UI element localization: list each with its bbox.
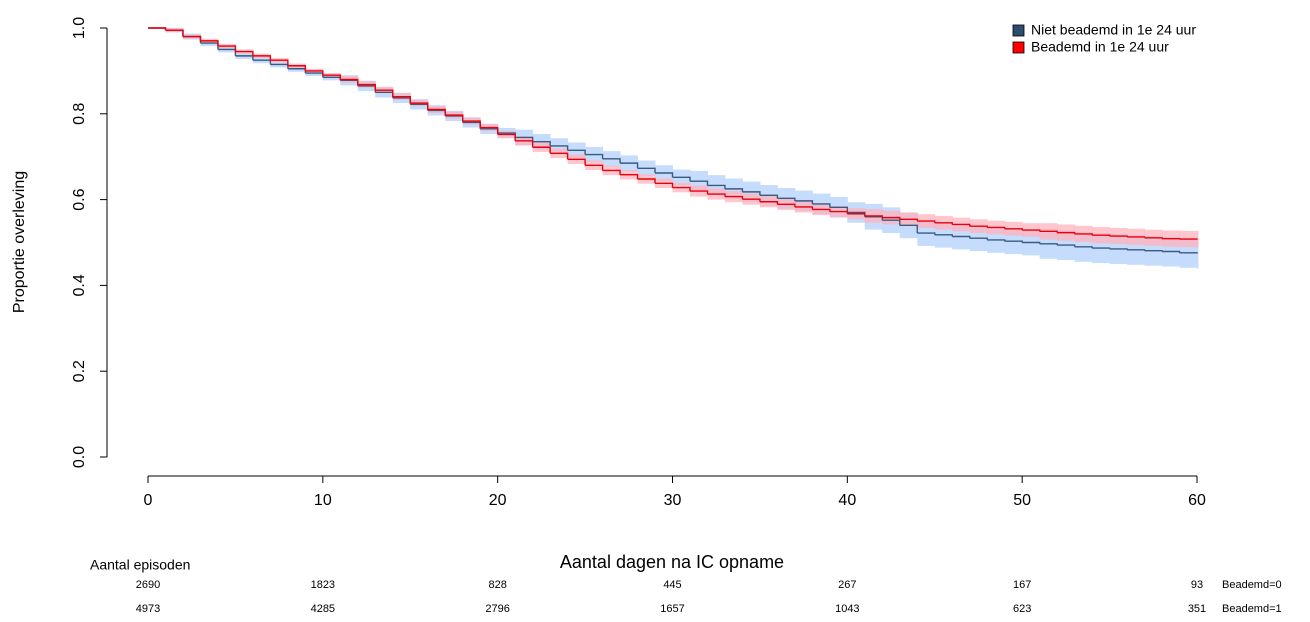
risk-count: 2690 xyxy=(136,579,160,591)
x-tick-label: 0 xyxy=(144,492,153,509)
risk-count: 1657 xyxy=(660,603,684,615)
risk-count: 267 xyxy=(838,579,856,591)
legend-swatch xyxy=(1013,42,1024,53)
x-tick-label: 20 xyxy=(489,492,507,509)
risk-count: 1823 xyxy=(311,579,335,591)
risk-count: 93 xyxy=(1191,579,1203,591)
x-tick-label: 30 xyxy=(664,492,682,509)
risk-row-label: Beademd=1 xyxy=(1222,603,1282,615)
legend-label: Beademd in 1e 24 uur xyxy=(1031,39,1169,55)
survival-step xyxy=(148,28,165,30)
risk-count: 351 xyxy=(1188,603,1206,615)
risk-count: 167 xyxy=(1013,579,1031,591)
x-axis-label: Aantal dagen na IC opname xyxy=(560,552,784,572)
x-tick-label: 10 xyxy=(314,492,332,509)
risk-count: 623 xyxy=(1013,603,1031,615)
y-tick-label: 0.6 xyxy=(71,188,88,210)
risk-count: 445 xyxy=(663,579,681,591)
legend-label: Niet beademd in 1e 24 uur xyxy=(1031,22,1196,38)
x-tick-label: 50 xyxy=(1013,492,1031,509)
x-tick-label: 40 xyxy=(838,492,856,509)
risk-count: 4285 xyxy=(311,603,335,615)
legend-swatch xyxy=(1013,25,1024,36)
risk-count: 2796 xyxy=(485,603,509,615)
y-tick-label: 0.8 xyxy=(71,103,88,125)
y-tick-label: 0.2 xyxy=(71,360,88,382)
risk-table-title: Aantal episoden xyxy=(90,557,190,573)
risk-count: 4973 xyxy=(136,603,160,615)
y-axis-label: Proportie overleving xyxy=(11,171,28,313)
y-tick-label: 0.0 xyxy=(71,446,88,468)
risk-row-label: Beademd=0 xyxy=(1222,579,1282,591)
risk-count: 828 xyxy=(488,579,506,591)
y-tick-label: 1.0 xyxy=(71,17,88,39)
risk-count: 1043 xyxy=(835,603,859,615)
x-tick-label: 60 xyxy=(1188,492,1206,509)
y-tick-label: 0.4 xyxy=(71,274,88,296)
